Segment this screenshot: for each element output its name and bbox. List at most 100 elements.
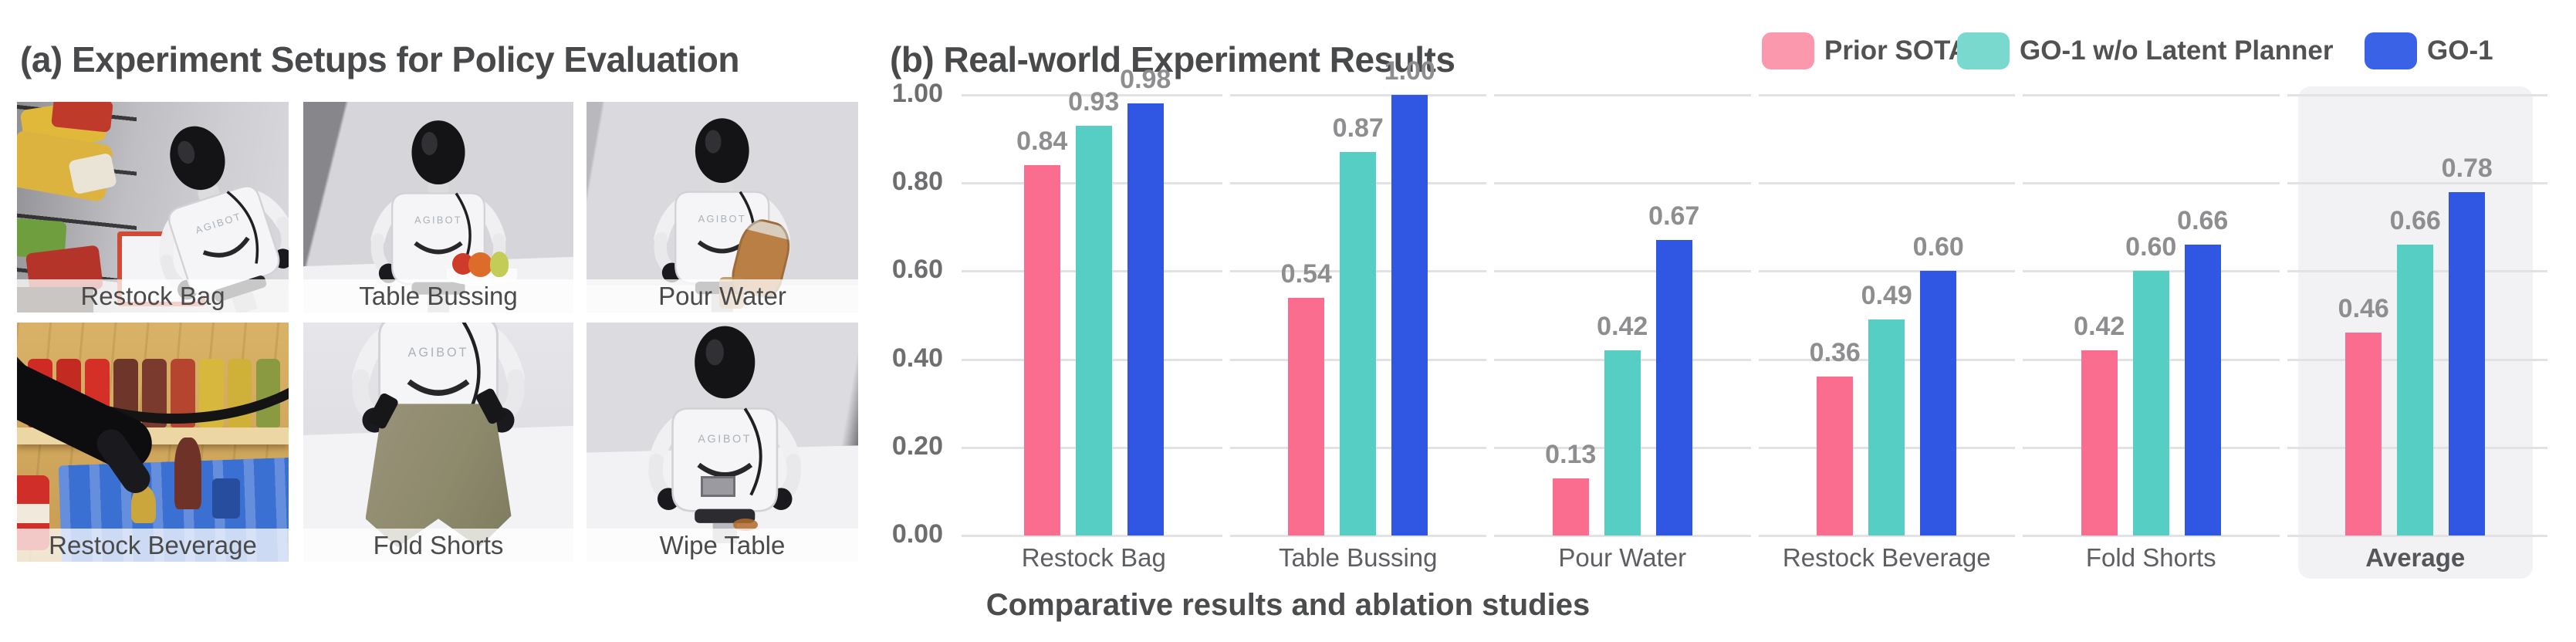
- bar-value-label: 0.87: [1332, 113, 1384, 143]
- bar-value-label: 0.46: [2338, 294, 2389, 323]
- bar-go-1-restock-bag: [1127, 103, 1164, 536]
- photo-label: Wipe Table: [587, 529, 858, 562]
- bar-value-label: 0.13: [1545, 440, 1597, 469]
- svg-text:AGIBOT: AGIBOT: [408, 346, 469, 360]
- legend-item-go-1: GO-1: [2365, 32, 2493, 69]
- photo-label: Restock Bag: [17, 279, 289, 313]
- photo-label: Fold Shorts: [303, 529, 573, 562]
- bar-value-label: 0.66: [2389, 206, 2441, 235]
- gridline: [1494, 94, 1751, 96]
- gridline: [1758, 270, 2015, 273]
- experiment-photo-pour-water: AGIBOT Pour Water: [587, 102, 858, 313]
- photo-label: Restock Beverage: [17, 529, 289, 562]
- legend-swatch-icon: [1762, 32, 1814, 69]
- x-axis-category-label: Table Bussing: [1279, 543, 1438, 572]
- bar-go-1-pour-water: [1655, 240, 1692, 536]
- y-axis-tick-label: 1.00: [891, 79, 943, 108]
- legend-label: Prior SOTA: [1824, 35, 1969, 66]
- legend-item-go-1-w-o-latent-planner: GO-1 w/o Latent Planner: [1957, 32, 2333, 69]
- photo-scene-table-bussing: AGIBOT: [303, 102, 573, 313]
- legend-swatch-icon: [1957, 32, 2010, 69]
- x-axis-category-label: Restock Beverage: [1782, 543, 1991, 572]
- bar-value-label: 0.84: [1016, 127, 1068, 156]
- gridline: [1229, 94, 1486, 96]
- y-axis-tick-label: 0.60: [891, 255, 943, 285]
- bar-value-label: 0.60: [1912, 232, 1964, 262]
- gridline: [2287, 535, 2547, 537]
- bar-prior-sota-fold-shorts: [2081, 350, 2118, 536]
- gridline: [1758, 182, 2015, 185]
- legend-swatch-icon: [2365, 32, 2417, 69]
- bar-value-label: 0.67: [1648, 201, 1700, 231]
- photo-label: Pour Water: [587, 279, 858, 313]
- panel-b-title: (b) Real-world Experiment Results: [890, 39, 1455, 79]
- photo-scene-restock-beverage: [17, 323, 289, 562]
- svg-text:AGIBOT: AGIBOT: [698, 434, 752, 446]
- bar-value-label: 0.42: [2074, 312, 2125, 341]
- photo-scene-fold-shorts: AGIBOT: [303, 323, 573, 562]
- bar-value-label: 0.49: [1861, 281, 1912, 310]
- experiment-photo-restock-bag: AGIBOT Restock Bag: [17, 102, 289, 313]
- bar-go-1-w-o-latent-planner-restock-bag: [1075, 126, 1112, 536]
- gridline: [1494, 270, 1751, 273]
- gridline: [1229, 535, 1486, 537]
- gridline: [2287, 182, 2547, 185]
- bar-value-label: 1.00: [1384, 56, 1435, 86]
- legend-item-prior-sota: Prior SOTA: [1762, 32, 1968, 69]
- bar-go-1-w-o-latent-planner-average: [2397, 245, 2434, 536]
- gridline: [962, 94, 1222, 96]
- x-axis-category-label: Average: [2365, 543, 2466, 572]
- bar-value-label: 0.66: [2177, 206, 2229, 235]
- photo-label: Table Bussing: [303, 279, 573, 313]
- svg-text:AGIBOT: AGIBOT: [414, 215, 462, 226]
- bar-value-label: 0.78: [2441, 154, 2493, 183]
- x-axis-category-label: Fold Shorts: [2085, 543, 2216, 572]
- gridline: [2023, 182, 2280, 185]
- bar-go-1-table-bussing: [1391, 95, 1428, 536]
- gridline: [1494, 182, 1751, 185]
- bar-value-label: 0.36: [1809, 338, 1861, 367]
- experiment-photo-restock-beverage: Restock Beverage: [17, 323, 289, 562]
- figure-caption: Comparative results and ablation studies: [985, 588, 1591, 622]
- gridline: [1494, 535, 1751, 537]
- bar-go-1-w-o-latent-planner-pour-water: [1604, 350, 1641, 536]
- experiment-photo-table-bussing: AGIBOT Table Bussing: [303, 102, 573, 313]
- bar-go-1-average: [2449, 192, 2486, 536]
- bar-value-label: 0.98: [1120, 65, 1171, 94]
- x-axis-category-label: Restock Bag: [1021, 543, 1166, 572]
- bar-go-1-w-o-latent-planner-fold-shorts: [2132, 271, 2169, 536]
- y-axis-tick-label: 0.40: [891, 343, 943, 373]
- panel-a-title: (a) Experiment Setups for Policy Evaluat…: [20, 39, 739, 79]
- bar-go-1-fold-shorts: [2184, 245, 2221, 536]
- gridline: [2023, 535, 2280, 537]
- bar-value-label: 0.42: [1597, 312, 1648, 341]
- bar-value-label: 0.93: [1068, 87, 1120, 117]
- gridline: [962, 535, 1222, 537]
- x-axis-category-label: Pour Water: [1558, 543, 1687, 572]
- y-axis-tick-label: 0.80: [891, 167, 943, 197]
- gridline: [1758, 535, 2015, 537]
- experiment-photo-wipe-table: AGIBOT Wipe Table: [587, 323, 858, 562]
- bar-go-1-w-o-latent-planner-restock-beverage: [1868, 319, 1905, 536]
- legend-label: GO-1 w/o Latent Planner: [2020, 35, 2334, 66]
- gridline: [2287, 94, 2547, 96]
- bar-prior-sota-restock-bag: [1023, 165, 1060, 536]
- y-axis-tick-label: 0.20: [891, 431, 943, 461]
- y-axis-tick-label: 0.00: [891, 519, 943, 549]
- experiment-photo-fold-shorts: AGIBOT Fold Shorts: [303, 323, 573, 562]
- bar-prior-sota-restock-beverage: [1817, 377, 1854, 536]
- bar-value-label: 0.60: [2125, 232, 2177, 262]
- bar-prior-sota-table-bussing: [1288, 298, 1325, 536]
- bar-prior-sota-pour-water: [1552, 478, 1589, 536]
- bar-value-label: 0.54: [1280, 259, 1332, 289]
- gridline: [1758, 94, 2015, 96]
- bar-go-1-restock-beverage: [1920, 271, 1957, 536]
- photo-scene-wipe-table: AGIBOT: [587, 323, 858, 562]
- bar-go-1-w-o-latent-planner-table-bussing: [1340, 152, 1377, 536]
- legend-label: GO-1: [2427, 35, 2493, 66]
- svg-text:AGIBOT: AGIBOT: [698, 214, 746, 225]
- gridline: [2023, 94, 2280, 96]
- bar-prior-sota-average: [2345, 333, 2382, 536]
- robot-illustration: AGIBOT: [648, 326, 802, 544]
